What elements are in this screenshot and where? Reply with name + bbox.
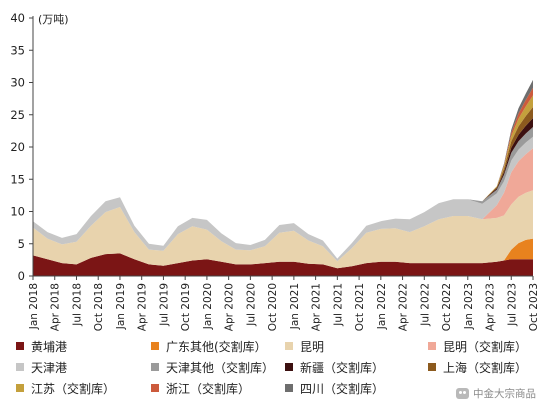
watermark: 中金大宗商品	[456, 386, 536, 401]
y-tick-label: 0	[18, 269, 25, 283]
legend-swatch	[16, 384, 24, 392]
legend-swatch	[428, 363, 436, 371]
x-tick-label: Jul 2020	[245, 283, 257, 327]
x-tick-label: Jul 2018	[72, 283, 84, 327]
legend-swatch	[428, 342, 436, 350]
x-tick-label: Jan 2021	[289, 283, 301, 330]
legend-item: 江苏（交割库）	[16, 378, 115, 398]
legend-swatch	[285, 363, 293, 371]
x-tick-label: Oct 2023	[528, 283, 540, 331]
wechat-icon	[456, 388, 469, 399]
area-series-5	[33, 136, 533, 262]
axes: 0 5 10 15 20 25 30 35 40 Jan 2018 Apr 2018 Jul 2018…	[10, 11, 540, 331]
y-tick-label: 10	[10, 205, 25, 219]
legend-label: 昆明（交割库）	[443, 339, 528, 354]
x-tick-label: Jul 2023	[506, 283, 518, 327]
x-tick-label: Jul 2019	[158, 283, 170, 327]
y-tick-label: 5	[18, 237, 25, 251]
legend-label: 浙江（交割库）	[166, 381, 251, 396]
legend-swatch	[151, 384, 159, 392]
area-series-1	[33, 253, 533, 276]
x-tick-label: Apr 2023	[485, 283, 497, 331]
legend-label: 上海（交割库）	[443, 360, 528, 375]
x-tick-label: Jan 2022	[376, 283, 388, 330]
x-tick-label: Jan 2019	[115, 283, 127, 330]
x-tick-label: Jan 2023	[463, 283, 475, 330]
legend-item: 天津港	[16, 357, 67, 377]
legend-label: 天津港	[31, 360, 68, 375]
x-tick-label: Oct 2018	[93, 283, 105, 331]
legend-swatch	[16, 342, 24, 350]
y-tick-label: 40	[10, 11, 25, 25]
area-layers	[33, 79, 533, 276]
x-tick-label: Apr 2021	[311, 283, 323, 331]
x-tick-label: Jul 2021	[332, 283, 344, 327]
legend-label: 昆明	[300, 339, 325, 354]
legend-swatch	[16, 363, 24, 371]
legend-item: 新疆（交割库）	[285, 357, 384, 377]
legend-item: 昆明	[285, 336, 324, 356]
x-tick-label: Jul 2022	[419, 283, 431, 327]
x-tick-label: Jan 2018	[28, 283, 40, 330]
legend-item: 浙江（交割库）	[151, 378, 250, 398]
legend-swatch	[285, 384, 293, 392]
y-tick-label: 15	[10, 172, 25, 186]
legend-label: 天津其他（交割库）	[166, 360, 275, 375]
legend-item: 黄埔港	[16, 336, 67, 356]
x-tick-label: Oct 2020	[267, 283, 279, 331]
x-tick-label: Apr 2019	[137, 283, 149, 331]
x-tick-label: Oct 2022	[441, 283, 453, 331]
x-tick-label: Apr 2022	[398, 283, 410, 331]
watermark-text: 中金大宗商品	[473, 388, 536, 400]
unit-label: (万吨)	[38, 13, 69, 26]
legend-label: 黄埔港	[31, 339, 68, 354]
area-series-3	[33, 190, 533, 269]
y-tick-label: 25	[10, 108, 25, 122]
legend-item: 广东其他(交割库）	[151, 336, 267, 356]
legend-label: 江苏（交割库）	[31, 381, 116, 396]
x-tick-label: Oct 2019	[180, 283, 192, 331]
legend-item: 上海（交割库）	[428, 357, 527, 377]
x-tick-label: Apr 2018	[50, 283, 62, 331]
y-tick-label: 35	[10, 43, 25, 57]
y-tick-label: 20	[10, 140, 25, 154]
legend-swatch	[151, 363, 159, 371]
legend-label: 四川（交割库）	[300, 381, 385, 396]
legend-label: 新疆（交割库）	[300, 360, 385, 375]
legend-label: 广东其他(交割库）	[166, 339, 267, 354]
legend-swatch	[285, 342, 293, 350]
legend-swatch	[151, 342, 159, 350]
legend-item: 天津其他（交割库）	[151, 357, 274, 377]
legend-item: 四川（交割库）	[285, 378, 384, 398]
x-tick-label: Jan 2020	[202, 283, 214, 330]
legend-item: 昆明（交割库）	[428, 336, 527, 356]
x-tick-label: Oct 2021	[354, 283, 366, 331]
x-tick-label: Apr 2020	[224, 283, 236, 331]
y-tick-label: 30	[10, 76, 25, 90]
